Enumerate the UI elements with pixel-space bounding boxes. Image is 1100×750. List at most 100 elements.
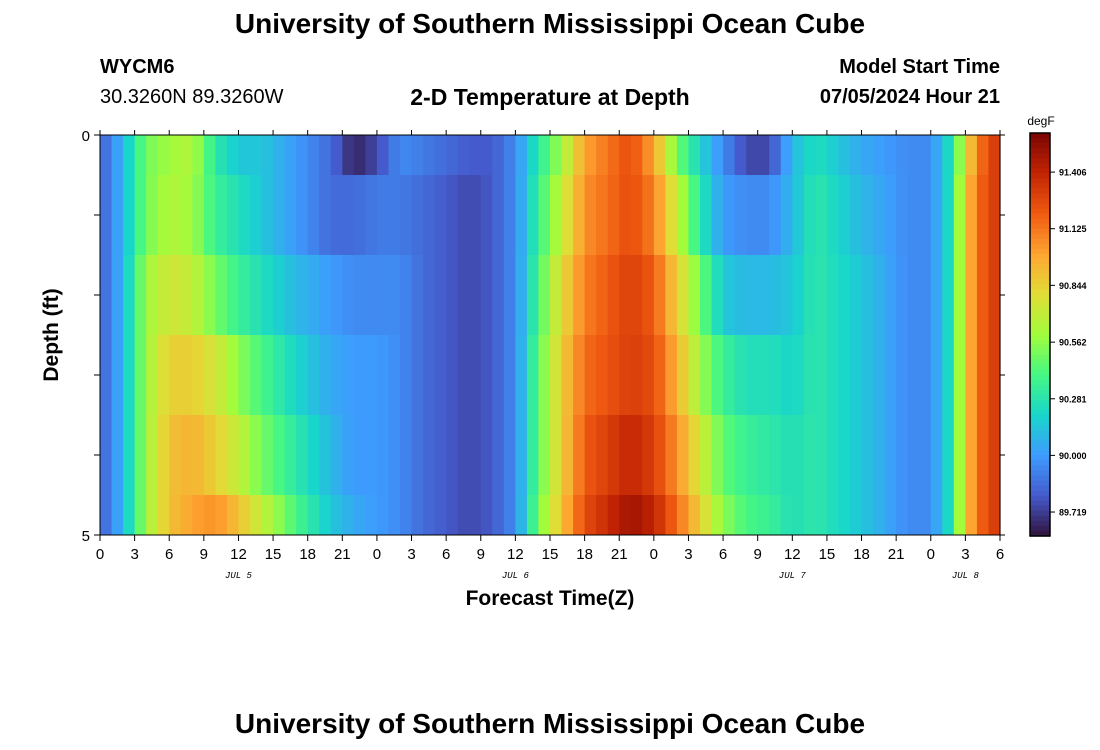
heatmap-cell (919, 415, 932, 496)
colorbar-segment (1030, 138, 1050, 144)
heatmap-cell (573, 415, 586, 496)
heatmap-cell (157, 175, 170, 256)
heatmap-cell (215, 135, 228, 176)
heatmap-cell (965, 255, 978, 336)
heatmap-cell (700, 135, 713, 176)
colorbar-segment (1030, 379, 1050, 386)
colorbar-segment (1030, 420, 1050, 426)
colorbar-segment (1030, 309, 1050, 315)
heatmap-cell (100, 495, 113, 536)
heatmap-cell (607, 135, 620, 176)
colorbar-segment (1030, 324, 1050, 331)
heatmap-cell (330, 255, 343, 336)
heatmap-cell (480, 175, 493, 256)
heatmap-cell (757, 135, 770, 176)
heatmap-cell (250, 335, 263, 416)
colorbar-segment (1030, 369, 1050, 376)
heatmap-cell (123, 335, 136, 416)
heatmap-cell (273, 175, 286, 256)
heatmap-cell (746, 175, 759, 256)
heatmap-cell (319, 495, 332, 536)
heatmap-cell (619, 495, 632, 536)
heatmap-cell (330, 335, 343, 416)
heatmap-cell (342, 135, 355, 176)
colorbar-segment (1030, 213, 1050, 220)
heatmap-cell (515, 335, 528, 416)
heatmap-cell (838, 175, 851, 256)
colorbar-segment (1030, 500, 1050, 507)
heatmap-cell (896, 255, 909, 336)
heatmap-cell (711, 335, 724, 416)
heatmap-cell (273, 255, 286, 336)
colorbar-segment (1030, 178, 1050, 184)
heatmap-cell (734, 415, 747, 496)
heatmap-cell (100, 415, 113, 496)
heatmap-cell (919, 135, 932, 176)
station-coordinates: 30.3260N 89.3260W (100, 86, 284, 108)
heatmap-cell (480, 495, 493, 536)
heatmap-cell (238, 495, 251, 536)
heatmap-cell (480, 415, 493, 496)
heatmap-cell (284, 135, 297, 176)
heatmap-cell (561, 415, 574, 496)
heatmap-cell (584, 135, 597, 176)
heatmap-cell (619, 335, 632, 416)
heatmap-cell (688, 495, 701, 536)
x-tick-label: 0 (927, 546, 935, 563)
heatmap-cell (365, 415, 378, 496)
heatmap-cell (146, 135, 159, 176)
heatmap-cell (446, 495, 459, 536)
heatmap-cell (757, 415, 770, 496)
heatmap-cell (400, 415, 413, 496)
heatmap-cell (353, 335, 366, 416)
model-start-value: 07/05/2024 Hour 21 (819, 86, 1000, 108)
colorbar-tick-label: 91.125 (1059, 224, 1087, 234)
heatmap-cell (342, 335, 355, 416)
heatmap-cell (942, 255, 955, 336)
heatmap-cell (723, 255, 736, 336)
heatmap-cell (896, 495, 909, 536)
heatmap-cell (423, 135, 436, 176)
heatmap-cell (861, 175, 874, 256)
heatmap-cell (192, 415, 205, 496)
heatmap-cell (480, 135, 493, 176)
heatmap-cell (642, 135, 655, 176)
heatmap-cell (307, 415, 320, 496)
heatmap-cell (757, 495, 770, 536)
heatmap-cell (792, 175, 805, 256)
colorbar-segment (1030, 208, 1050, 215)
heatmap-cell (538, 135, 551, 176)
heatmap-cell (884, 495, 897, 536)
x-tick-label: 3 (130, 546, 138, 563)
heatmap-cell (815, 175, 828, 256)
colorbar-segment (1030, 243, 1050, 250)
day-label: JUL 8 (952, 571, 980, 581)
heatmap-cell (169, 135, 182, 176)
heatmap-cell (711, 175, 724, 256)
heatmap-cell (238, 335, 251, 416)
heatmap-cell (330, 495, 343, 536)
heatmap-cell (965, 495, 978, 536)
heatmap-cell (630, 495, 643, 536)
heatmap-cell (180, 175, 193, 256)
heatmap-cell (284, 415, 297, 496)
colorbar-segment (1030, 415, 1050, 421)
heatmap-cell (584, 175, 597, 256)
heatmap-cell (850, 335, 863, 416)
heatmap-cell (226, 415, 240, 496)
colorbar-segment (1030, 515, 1050, 522)
heatmap-cell (653, 175, 666, 256)
heatmap-cell (711, 415, 724, 496)
colorbar-segment (1030, 384, 1050, 391)
heatmap-cell (792, 255, 805, 336)
heatmap-cell (550, 135, 563, 176)
heatmap-cell (723, 335, 736, 416)
heatmap-cell (203, 175, 216, 256)
heatmap-cell (134, 255, 147, 336)
heatmap-cell (919, 255, 932, 336)
heatmap-cell (469, 135, 482, 176)
heatmap-cell (711, 495, 724, 536)
day-label: JUL 6 (502, 571, 530, 581)
heatmap-cell (988, 135, 1001, 176)
heatmap-cell (503, 415, 516, 496)
